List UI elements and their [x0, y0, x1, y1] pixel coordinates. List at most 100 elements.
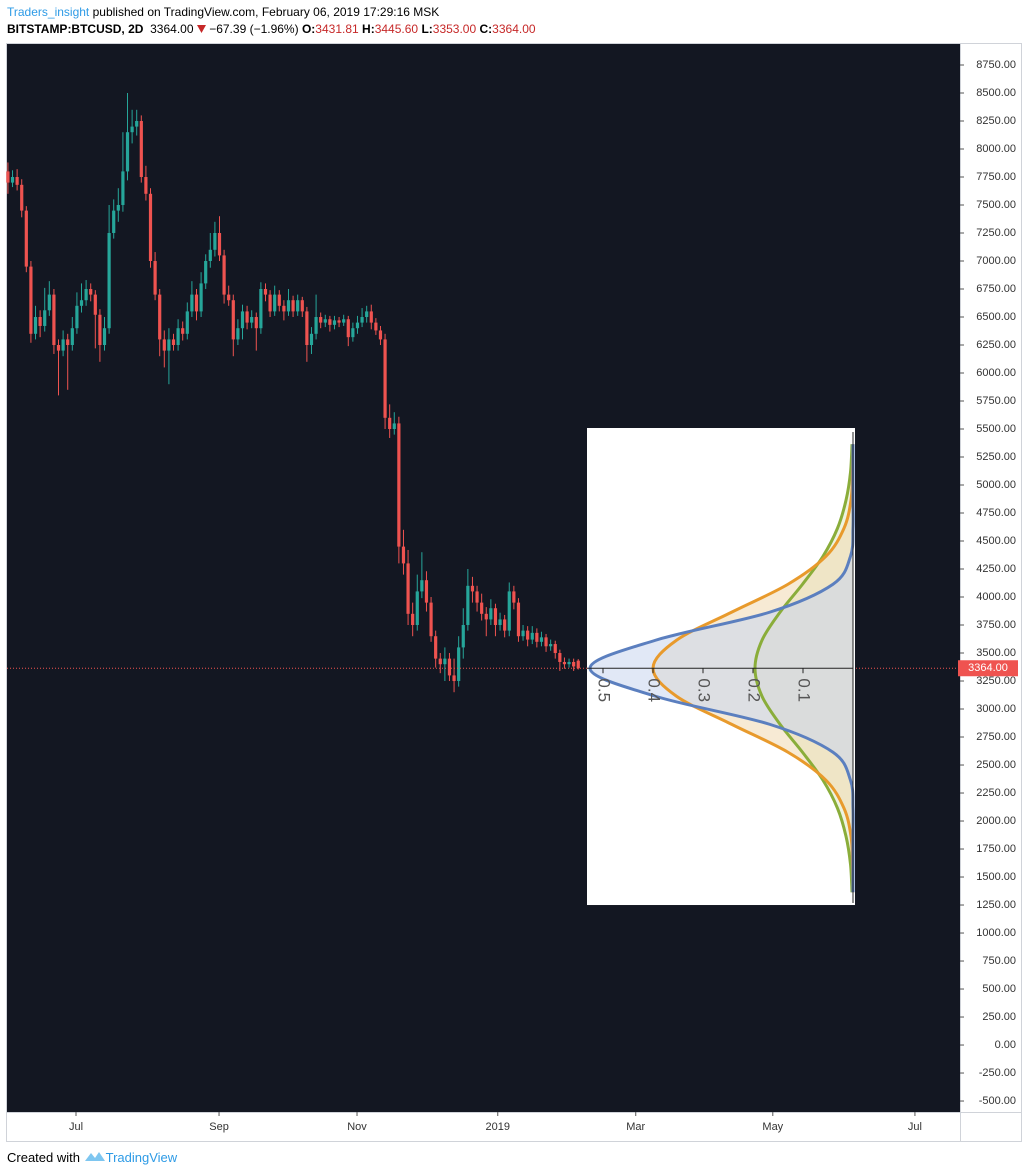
y-tick-label: 6000.00: [976, 367, 1016, 379]
y-tick-label: 0.00: [995, 1039, 1016, 1051]
candle-body: [194, 294, 199, 312]
candle-body: [480, 602, 484, 614]
candle-body: [498, 619, 502, 626]
x-tick-label: Mar: [626, 1121, 645, 1133]
x-tick-label: Nov: [347, 1121, 367, 1133]
candle-body: [411, 613, 415, 626]
y-tick-label: 6250.00: [976, 339, 1016, 351]
author[interactable]: Traders_insight: [7, 5, 90, 19]
candle-body: [438, 658, 442, 665]
candle-body: [135, 121, 139, 127]
y-tick-label: 750.00: [982, 955, 1016, 967]
candle-body: [185, 311, 189, 334]
candle-body: [466, 585, 470, 626]
candle-body: [401, 546, 406, 564]
candle-body: [332, 320, 337, 325]
inset-tick-label: 0.3: [695, 678, 714, 702]
y-tick-label: 5000.00: [976, 479, 1016, 491]
candle-body: [33, 317, 38, 334]
y-tick-label: 1750.00: [976, 843, 1016, 855]
inset-tick-label: 0.5: [595, 678, 614, 702]
candle-body: [245, 311, 249, 323]
candle-body: [268, 294, 272, 312]
candle-body: [222, 255, 226, 295]
candle-body: [79, 300, 84, 306]
last-price-box: [958, 660, 1018, 677]
y-tick-label: 4000.00: [976, 591, 1016, 603]
candle-body: [461, 625, 465, 648]
close-label: C:: [479, 22, 493, 36]
symbol-line: BITSTAMP:BTCUSD, 2D 3364.00 −67.39 (−1.9…: [7, 22, 536, 36]
candle-body: [52, 294, 56, 346]
inset-tick-label: 0.2: [745, 678, 764, 702]
candle-body: [204, 261, 208, 284]
y-tick-label: 1500.00: [976, 871, 1016, 883]
candle-body: [263, 289, 268, 295]
candle-body: [360, 317, 364, 323]
candle-body: [392, 423, 396, 430]
candle-body: [227, 294, 231, 301]
candle-body: [521, 630, 525, 637]
candle-body: [314, 317, 318, 334]
candle-body: [530, 632, 534, 640]
y-tick-label: 2000.00: [976, 815, 1016, 827]
candle-body: [516, 602, 521, 637]
brand[interactable]: TradingView: [105, 1150, 178, 1165]
candle-body: [452, 675, 456, 682]
footer: Created with TradingView: [7, 1150, 177, 1165]
candle-body: [107, 233, 111, 329]
candle-body: [231, 300, 235, 340]
close: 3364.00: [492, 22, 536, 36]
created-with: Created with: [7, 1150, 80, 1165]
candle-body: [309, 333, 314, 346]
symbol: BITSTAMP:BTCUSD, 2D: [7, 22, 144, 36]
y-tick-label: 7750.00: [976, 171, 1016, 183]
candle-body: [539, 637, 544, 642]
candle-body: [24, 210, 28, 267]
candle-body: [121, 171, 125, 206]
candle-body: [291, 300, 295, 312]
candle-body: [61, 339, 65, 351]
candle-body: [323, 319, 327, 323]
candle-body: [470, 585, 475, 592]
candle-body: [562, 661, 567, 665]
candle-body: [171, 339, 176, 346]
candle-body: [507, 591, 511, 631]
y-tick-label: 8000.00: [976, 143, 1016, 155]
x-tick-label: Jul: [69, 1121, 83, 1133]
candle-body: [397, 423, 401, 547]
candle-body: [144, 177, 148, 194]
candle-body: [75, 305, 79, 329]
high-label: H:: [362, 22, 375, 36]
low-label: L:: [421, 22, 433, 36]
y-tick-label: 7000.00: [976, 255, 1016, 267]
candle-body: [383, 339, 387, 418]
inset-tick-label: 0.1: [795, 678, 814, 702]
candle-body: [447, 658, 452, 676]
candle-body: [300, 300, 304, 312]
candle-body: [98, 314, 102, 346]
candle-body: [259, 289, 263, 329]
candle-body: [148, 193, 153, 262]
y-tick-label: 4500.00: [976, 535, 1016, 547]
candle-body: [346, 319, 350, 338]
candle-body: [181, 328, 185, 334]
candle-body: [342, 319, 346, 323]
candle-body: [38, 317, 42, 326]
candle-body: [56, 345, 61, 351]
candle-body: [112, 210, 116, 234]
candle-body: [544, 637, 548, 647]
candle-body: [6, 171, 10, 183]
candle-body: [378, 330, 383, 340]
y-tick-label: 7500.00: [976, 199, 1016, 211]
candle-body: [89, 289, 93, 295]
plot-layer: 8750.00 8500.00 8250.00 8000.00 7750.00 7500.…: [6, 59, 1018, 1133]
y-tick-label: 1250.00: [976, 899, 1016, 911]
candle-body: [484, 613, 488, 620]
y-tick-label: 2750.00: [976, 731, 1016, 743]
y-tick-label: 7250.00: [976, 227, 1016, 239]
candle-body: [572, 661, 576, 667]
candle-body: [388, 417, 392, 430]
